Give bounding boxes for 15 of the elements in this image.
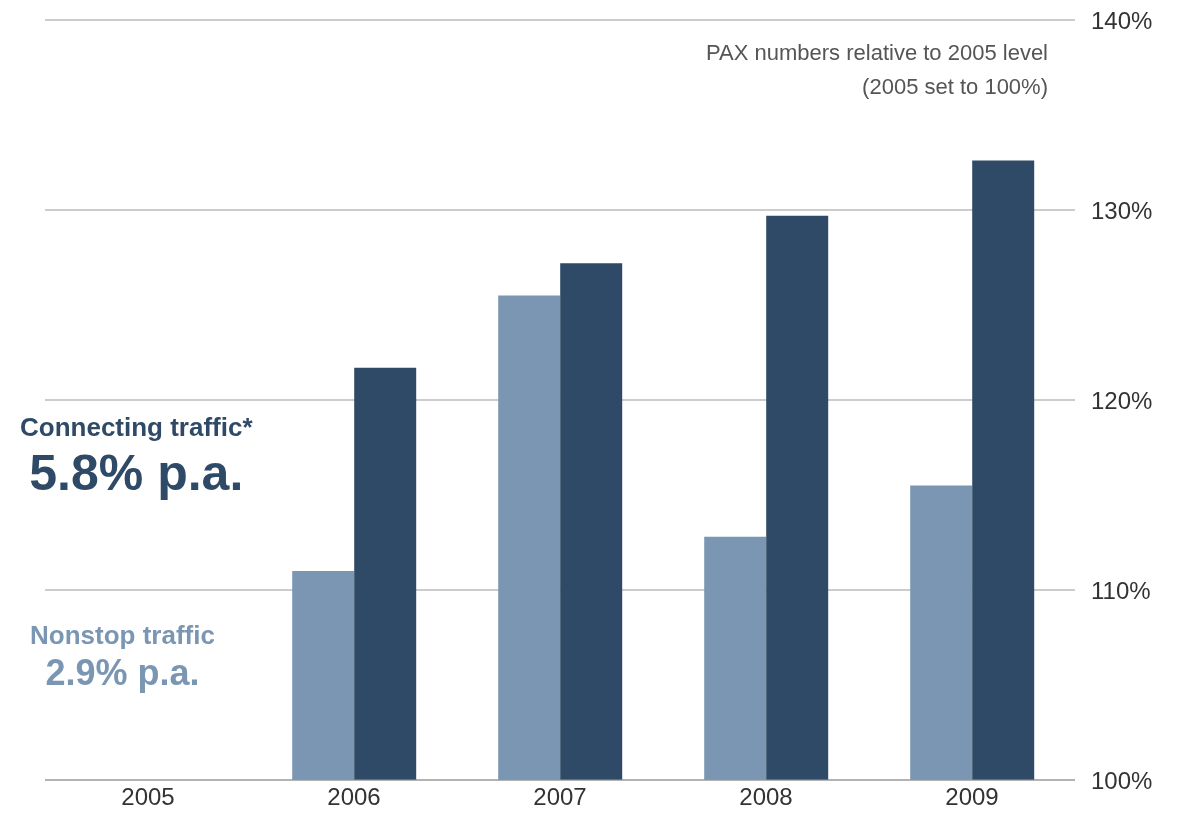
x-tick-label: 2008	[739, 783, 793, 811]
y-tick-label: 130%	[1091, 196, 1153, 224]
text: Connecting traffic*	[20, 412, 253, 443]
text: Nonstop traffic	[30, 620, 215, 651]
x-tick-label: 2009	[945, 783, 999, 811]
x-tick-label: 2005	[121, 783, 175, 811]
y-tick-label: 110%	[1091, 576, 1151, 604]
y-tick-label: 140%	[1091, 6, 1153, 34]
x-tick-label: 2006	[327, 783, 381, 811]
annotation: 2.9% p.a.	[44, 651, 201, 695]
text: PAX numbers relative to 2005 level (2005 set to 100%)	[706, 39, 1048, 101]
x-tick-label: 2007	[533, 783, 587, 811]
annotation: 5.8% p.a.	[28, 444, 245, 503]
y-tick-label: 100%	[1091, 766, 1153, 794]
y-tick-label: 120%	[1091, 386, 1153, 414]
